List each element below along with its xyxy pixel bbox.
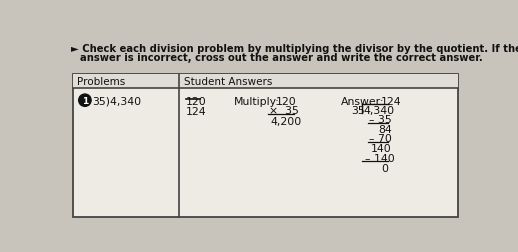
Text: 124: 124 (381, 96, 401, 106)
Text: Student Answers: Student Answers (184, 77, 272, 87)
Text: answer is incorrect, cross out the answer and write the correct answer.: answer is incorrect, cross out the answe… (80, 52, 483, 62)
Text: ×  35: × 35 (269, 105, 299, 115)
Text: 35)4,340: 35)4,340 (93, 96, 142, 106)
Circle shape (79, 95, 91, 107)
Text: Problems: Problems (77, 77, 125, 87)
Text: 35: 35 (352, 105, 365, 115)
Text: 84: 84 (379, 124, 392, 135)
Text: 120: 120 (276, 96, 296, 106)
Text: ► Check each division problem by multiplying the divisor by the quotient. If the: ► Check each division problem by multipl… (71, 44, 518, 54)
Bar (73, 75, 458, 88)
Text: 0: 0 (382, 163, 388, 173)
Text: – 140: – 140 (365, 153, 394, 163)
Text: Answer:: Answer: (341, 96, 384, 106)
Text: – 70: – 70 (369, 134, 392, 144)
Text: 124: 124 (185, 106, 206, 116)
Text: 4,340: 4,340 (363, 105, 394, 115)
Text: 140: 140 (371, 144, 392, 154)
Text: Multiply:: Multiply: (234, 96, 280, 106)
Text: 1: 1 (82, 96, 88, 105)
Text: 120: 120 (185, 96, 206, 106)
Text: 4,200: 4,200 (271, 116, 302, 126)
Text: – 35: – 35 (369, 115, 392, 124)
Bar (73, 75, 458, 217)
